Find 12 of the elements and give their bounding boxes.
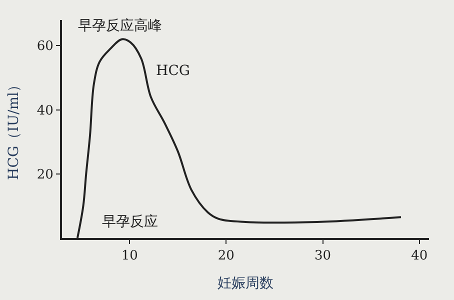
y-tick-label: 20	[36, 167, 54, 182]
annotation: 早孕反应高峰	[78, 18, 162, 34]
y-axis-title: HCG（IU/ml）	[6, 78, 22, 180]
x-tick-label: 30	[314, 248, 332, 264]
y-tick-label: 40	[36, 103, 54, 118]
x-tick-label: 20	[218, 248, 234, 264]
annotation: HCG	[156, 63, 190, 79]
x-tick-label: 10	[121, 248, 138, 264]
y-tick-label: 60	[36, 39, 54, 54]
annotation: 早孕反应	[102, 214, 158, 230]
x-axis-title: 妊娠周数	[218, 275, 274, 292]
x-tick-label: 40	[411, 248, 428, 264]
